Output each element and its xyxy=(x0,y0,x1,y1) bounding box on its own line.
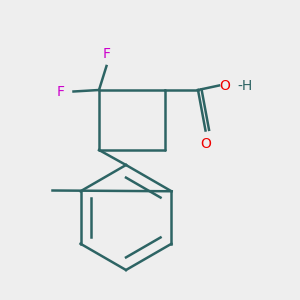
Text: O: O xyxy=(219,79,230,92)
Text: F: F xyxy=(56,85,64,98)
Text: -H: -H xyxy=(237,79,252,92)
Text: F: F xyxy=(103,47,110,61)
Text: O: O xyxy=(200,136,211,151)
